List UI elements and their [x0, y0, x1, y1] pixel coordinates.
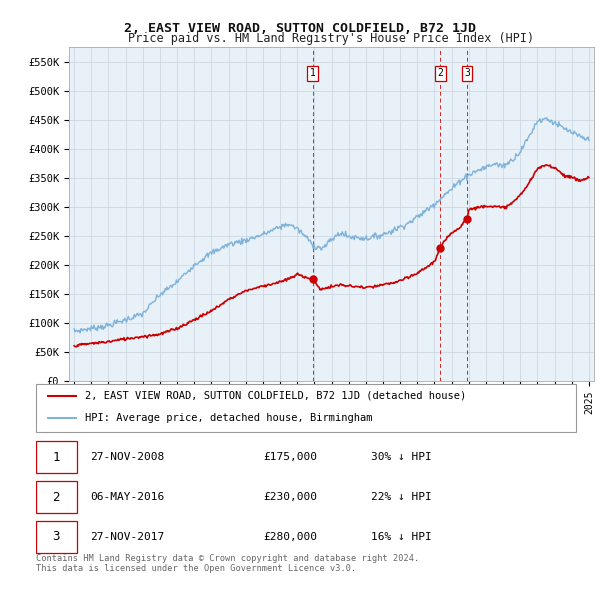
Text: 1: 1 [310, 68, 316, 78]
Text: 1: 1 [53, 451, 60, 464]
Text: 2: 2 [53, 490, 60, 504]
FancyBboxPatch shape [36, 520, 77, 553]
Text: 3: 3 [464, 68, 470, 78]
Text: 3: 3 [53, 530, 60, 543]
Text: 2: 2 [437, 68, 443, 78]
FancyBboxPatch shape [36, 384, 576, 432]
Text: 27-NOV-2008: 27-NOV-2008 [90, 452, 164, 462]
Text: HPI: Average price, detached house, Birmingham: HPI: Average price, detached house, Birm… [85, 414, 372, 424]
Text: £175,000: £175,000 [263, 452, 317, 462]
Text: 27-NOV-2017: 27-NOV-2017 [90, 532, 164, 542]
Text: 2, EAST VIEW ROAD, SUTTON COLDFIELD, B72 1JD: 2, EAST VIEW ROAD, SUTTON COLDFIELD, B72… [124, 22, 476, 35]
Text: 16% ↓ HPI: 16% ↓ HPI [371, 532, 431, 542]
FancyBboxPatch shape [36, 441, 77, 474]
Title: Price paid vs. HM Land Registry's House Price Index (HPI): Price paid vs. HM Land Registry's House … [128, 32, 535, 45]
Text: £230,000: £230,000 [263, 492, 317, 502]
Text: 22% ↓ HPI: 22% ↓ HPI [371, 492, 431, 502]
Text: Contains HM Land Registry data © Crown copyright and database right 2024.
This d: Contains HM Land Registry data © Crown c… [36, 554, 419, 573]
Text: 30% ↓ HPI: 30% ↓ HPI [371, 452, 431, 462]
Text: £280,000: £280,000 [263, 532, 317, 542]
Text: 06-MAY-2016: 06-MAY-2016 [90, 492, 164, 502]
Text: 2, EAST VIEW ROAD, SUTTON COLDFIELD, B72 1JD (detached house): 2, EAST VIEW ROAD, SUTTON COLDFIELD, B72… [85, 391, 466, 401]
FancyBboxPatch shape [36, 481, 77, 513]
